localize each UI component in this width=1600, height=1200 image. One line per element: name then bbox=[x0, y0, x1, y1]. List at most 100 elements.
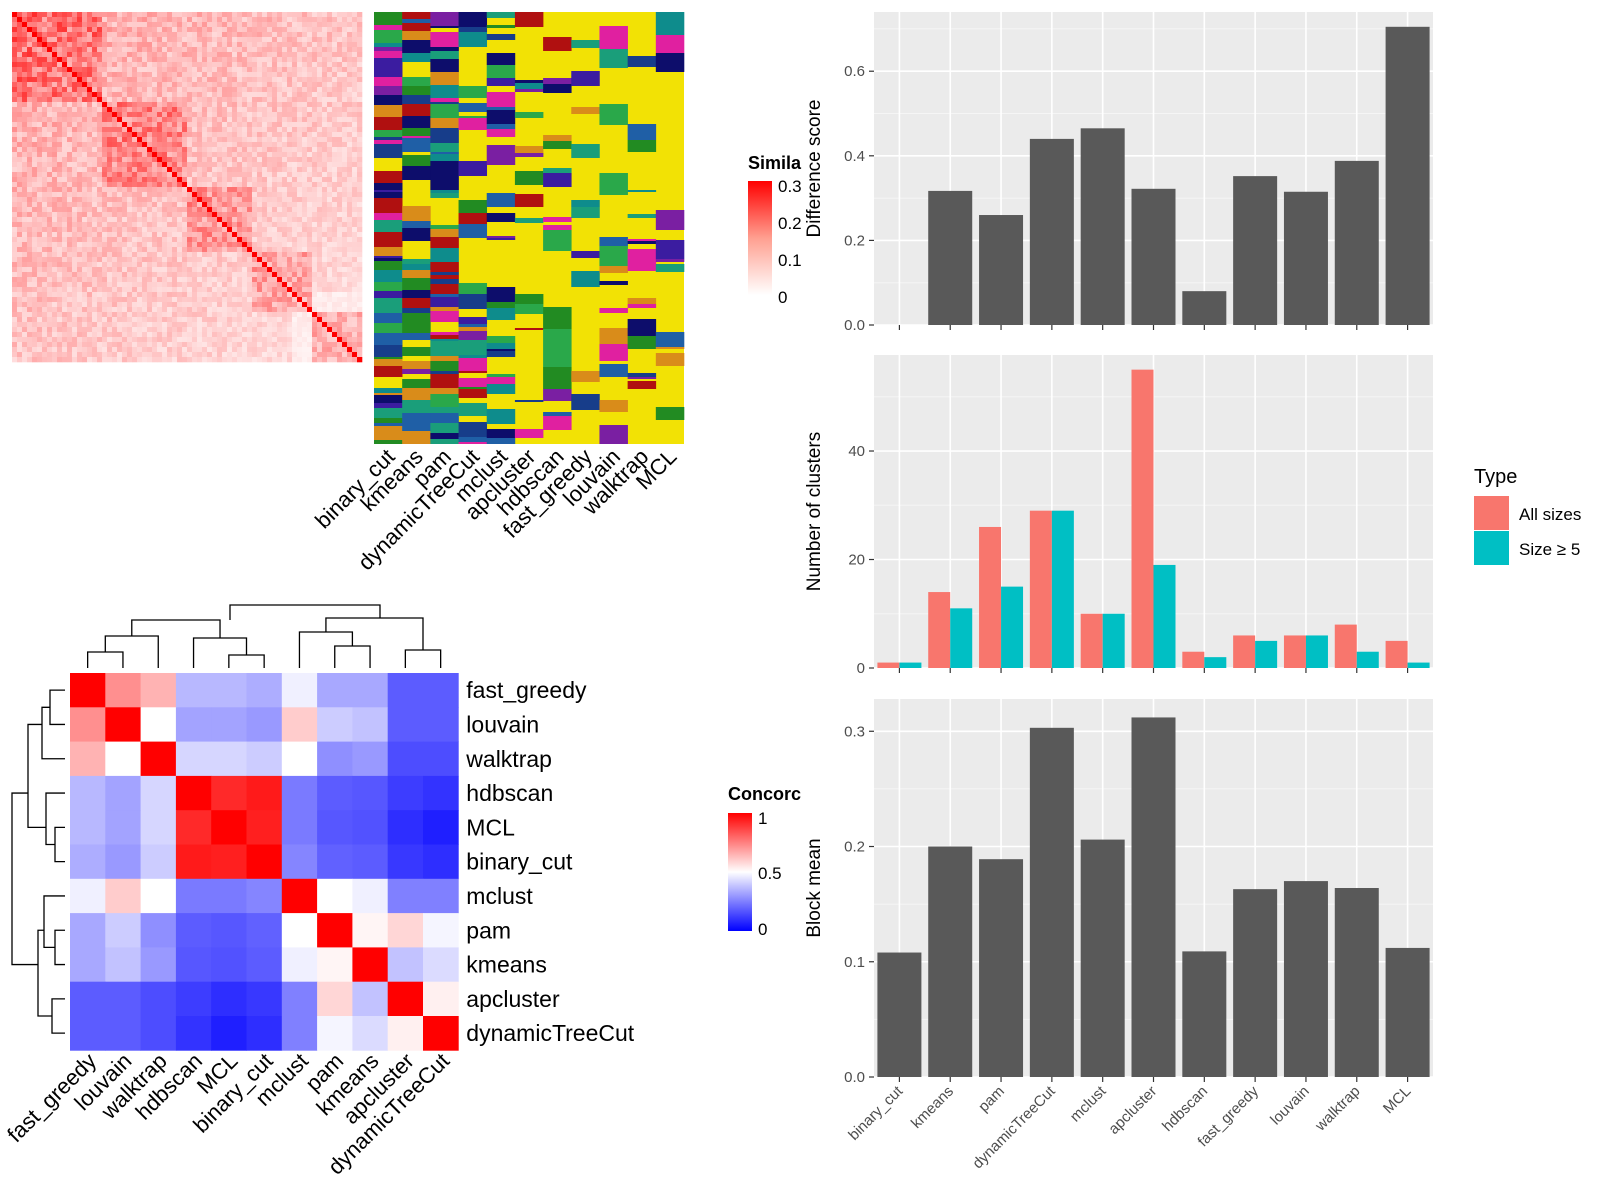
similarity-cell bbox=[182, 287, 188, 293]
similarity-cell bbox=[357, 127, 363, 133]
similarity-cell bbox=[37, 67, 43, 73]
similarity-cell bbox=[27, 297, 33, 303]
similarity-cell bbox=[242, 217, 248, 223]
similarity-cell bbox=[237, 122, 243, 128]
similarity-cell bbox=[297, 217, 303, 223]
similarity-cell bbox=[357, 67, 363, 73]
similarity-cell bbox=[177, 117, 183, 123]
similarity-cell bbox=[297, 277, 303, 283]
similarity-cell bbox=[347, 82, 353, 88]
similarity-cell bbox=[17, 332, 23, 338]
similarity-cell bbox=[157, 87, 163, 93]
similarity-cell bbox=[327, 317, 333, 323]
similarity-cell bbox=[87, 207, 93, 213]
similarity-cell bbox=[82, 87, 88, 93]
similarity-cell bbox=[327, 322, 333, 328]
similarity-cell bbox=[87, 107, 93, 113]
membership-cell bbox=[374, 426, 403, 432]
similarity-cell bbox=[162, 282, 168, 288]
similarity-cell bbox=[262, 247, 268, 253]
similarity-cell bbox=[47, 337, 53, 343]
similarity-cell bbox=[232, 57, 238, 63]
similarity-cell bbox=[142, 287, 148, 293]
similarity-cell bbox=[267, 162, 273, 168]
similarity-cell bbox=[312, 287, 318, 293]
similarity-cell bbox=[57, 157, 63, 163]
similarity-cell bbox=[192, 257, 198, 263]
similarity-cell bbox=[77, 247, 83, 253]
similarity-cell bbox=[92, 222, 98, 228]
similarity-legend: Simila 0.3 0.2 0.1 0 bbox=[748, 153, 802, 307]
similarity-cell bbox=[127, 282, 133, 288]
similarity-cell bbox=[37, 327, 43, 333]
similarity-cell bbox=[227, 162, 233, 168]
similarity-cell bbox=[27, 157, 33, 163]
similarity-cell bbox=[67, 337, 73, 343]
similarity-cell bbox=[157, 62, 163, 68]
similarity-cell bbox=[142, 202, 148, 208]
membership-cell bbox=[402, 12, 431, 19]
similarity-cell bbox=[22, 342, 28, 348]
similarity-cell bbox=[242, 182, 248, 188]
similarity-cell bbox=[307, 337, 313, 343]
similarity-cell bbox=[62, 297, 68, 303]
similarity-cell bbox=[247, 152, 253, 158]
similarity-cell bbox=[352, 67, 358, 73]
similarity-cell bbox=[192, 142, 198, 148]
similarity-cell bbox=[307, 172, 313, 178]
similarity-cell bbox=[352, 332, 358, 338]
similarity-cell bbox=[102, 157, 108, 163]
similarity-cell bbox=[127, 37, 133, 43]
similarity-cell bbox=[342, 82, 348, 88]
similarity-cell bbox=[252, 242, 258, 248]
similarity-cell bbox=[122, 22, 128, 28]
similarity-cell bbox=[197, 252, 203, 258]
membership-cell bbox=[402, 23, 431, 31]
similarity-cell bbox=[342, 267, 348, 273]
similarity-cell bbox=[82, 232, 88, 238]
similarity-cell bbox=[62, 107, 68, 113]
similarity-cell bbox=[212, 37, 218, 43]
similarity-cell bbox=[242, 152, 248, 158]
similarity-cell bbox=[87, 297, 93, 303]
similarity-cell bbox=[177, 107, 183, 113]
similarity-cell bbox=[167, 177, 173, 183]
similarity-cell bbox=[202, 197, 208, 203]
similarity-cell bbox=[292, 142, 298, 148]
similarity-cell bbox=[192, 147, 198, 153]
similarity-cell bbox=[312, 227, 318, 233]
similarity-cell bbox=[62, 112, 68, 118]
membership-cell bbox=[374, 440, 403, 444]
similarity-cell bbox=[87, 72, 93, 78]
similarity-cell bbox=[242, 117, 248, 123]
similarity-cell bbox=[97, 97, 103, 103]
similarity-cell bbox=[202, 112, 208, 118]
similarity-cell bbox=[252, 332, 258, 338]
similarity-cell bbox=[212, 12, 218, 18]
similarity-cell bbox=[327, 197, 333, 203]
similarity-cell bbox=[142, 72, 148, 78]
similarity-cell bbox=[202, 322, 208, 328]
similarity-cell bbox=[217, 77, 223, 83]
similarity-cell bbox=[167, 347, 173, 353]
similarity-cell bbox=[227, 62, 233, 68]
similarity-cell bbox=[152, 17, 158, 23]
similarity-cell bbox=[337, 82, 343, 88]
similarity-cell bbox=[22, 52, 28, 58]
similarity-cell bbox=[27, 197, 33, 203]
similarity-cell bbox=[307, 347, 313, 353]
similarity-cell bbox=[202, 242, 208, 248]
similarity-cell bbox=[162, 107, 168, 113]
similarity-cell bbox=[22, 147, 28, 153]
similarity-cell bbox=[77, 52, 83, 58]
similarity-cell bbox=[277, 182, 283, 188]
similarity-cell bbox=[77, 182, 83, 188]
similarity-cell bbox=[92, 97, 98, 103]
similarity-cell bbox=[62, 137, 68, 143]
similarity-cell bbox=[242, 287, 248, 293]
similarity-cell bbox=[357, 137, 363, 143]
similarity-cell bbox=[162, 297, 168, 303]
similarity-cell bbox=[297, 317, 303, 323]
membership-cell bbox=[402, 423, 431, 431]
similarity-cell bbox=[42, 197, 48, 203]
